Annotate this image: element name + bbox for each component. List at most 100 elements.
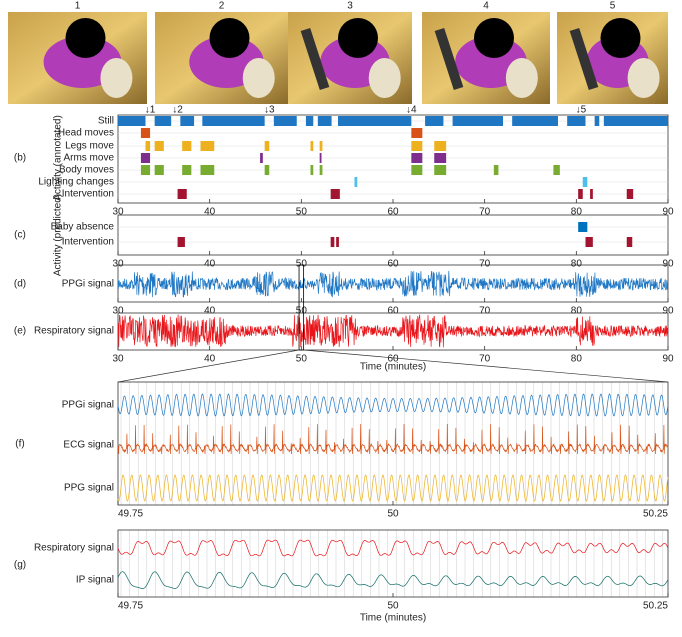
x-tick-label: 80 bbox=[571, 306, 583, 317]
x-tick-label: 50.25 bbox=[643, 601, 668, 612]
activity-bar bbox=[273, 116, 297, 126]
activity-bar bbox=[177, 237, 185, 247]
x-tick-label: 60 bbox=[387, 259, 399, 270]
activity-bar bbox=[411, 128, 423, 138]
ppgi-zoom bbox=[117, 393, 669, 417]
blanket bbox=[100, 58, 133, 98]
color-chart bbox=[434, 27, 464, 91]
activity-bar bbox=[582, 177, 588, 187]
x-tick-label: 49.75 bbox=[118, 509, 143, 520]
x-tick-label: 70 bbox=[479, 207, 491, 218]
x-tick-label: 50 bbox=[296, 354, 308, 365]
signal-label: PPGi signal bbox=[62, 279, 114, 290]
x-tick-label: 70 bbox=[479, 354, 491, 365]
activity-bar bbox=[140, 165, 151, 175]
activity-bar bbox=[626, 237, 633, 247]
activity-bar bbox=[200, 141, 215, 151]
x-tick-label: 40 bbox=[204, 354, 216, 365]
activity-bar bbox=[154, 116, 172, 126]
activity-bar bbox=[305, 116, 314, 126]
row-label: Head moves bbox=[58, 128, 114, 139]
activity-bar bbox=[145, 141, 151, 151]
signal-label: PPGi signal bbox=[62, 400, 114, 411]
x-tick-label: 40 bbox=[204, 306, 216, 317]
activity-bar bbox=[264, 141, 270, 151]
row-label: Body moves bbox=[59, 165, 114, 176]
row-label: Lighting changes bbox=[38, 177, 114, 188]
blanket bbox=[368, 58, 401, 98]
color-chart bbox=[300, 27, 330, 91]
x-tick-label: 49.75 bbox=[118, 601, 143, 612]
x-tick-label: 60 bbox=[387, 306, 399, 317]
activity-bar bbox=[434, 141, 447, 151]
row-label: Intervention bbox=[62, 237, 114, 248]
x-tick-label: 50 bbox=[387, 509, 399, 520]
activity-bar bbox=[330, 189, 340, 199]
panel-label: (b) bbox=[14, 153, 26, 164]
activity-bar bbox=[336, 237, 339, 247]
x-tick-label: 80 bbox=[571, 354, 583, 365]
x-tick-label: 30 bbox=[112, 207, 124, 218]
blanket bbox=[627, 58, 660, 98]
x-tick-label: 40 bbox=[204, 259, 216, 270]
activity-bar bbox=[330, 237, 335, 247]
photo-label: 3 bbox=[347, 1, 353, 12]
face-mask bbox=[600, 18, 641, 58]
activity-bar bbox=[182, 165, 192, 175]
activity-bar bbox=[603, 116, 668, 126]
activity-bar bbox=[567, 116, 586, 126]
ip-zoom bbox=[117, 571, 669, 589]
x-tick-label: 90 bbox=[662, 354, 674, 365]
activity-bar bbox=[493, 165, 499, 175]
activity-bar bbox=[182, 141, 192, 151]
ppg-zoom bbox=[117, 474, 669, 502]
signal-label: ECG signal bbox=[63, 440, 114, 451]
activity-bar bbox=[411, 153, 423, 163]
row-label: Intervention bbox=[62, 189, 114, 200]
x-tick-label: 50 bbox=[387, 601, 399, 612]
activity-bar bbox=[154, 165, 164, 175]
signal-label: PPG signal bbox=[64, 483, 114, 494]
signal-label: Respiratory signal bbox=[34, 326, 114, 337]
row-label: Arms move bbox=[63, 153, 114, 164]
x-tick-label: 50 bbox=[296, 306, 308, 317]
face-mask bbox=[474, 18, 514, 58]
activity-bar bbox=[264, 165, 270, 175]
panel-label: (d) bbox=[14, 279, 26, 290]
x-tick-label: 50.25 bbox=[643, 509, 668, 520]
event-marker: ↓4 bbox=[406, 105, 417, 116]
row-label: Baby absence bbox=[51, 222, 115, 233]
activity-bar bbox=[319, 153, 322, 163]
ecg-zoom bbox=[117, 423, 669, 455]
x-tick-label: 30 bbox=[112, 306, 124, 317]
x-tick-label: 70 bbox=[479, 259, 491, 270]
x-tick-label: 30 bbox=[112, 354, 124, 365]
activity-bar bbox=[594, 116, 600, 126]
ppgi-trace bbox=[117, 270, 669, 298]
blanket bbox=[505, 58, 538, 98]
activity-bar bbox=[578, 222, 588, 232]
y-axis-label: Activity (predicted) bbox=[53, 194, 64, 276]
activity-bar bbox=[260, 153, 263, 163]
x-tick-label: 60 bbox=[387, 207, 399, 218]
row-label: Still bbox=[98, 116, 114, 127]
activity-bar bbox=[590, 189, 593, 199]
x-tick-label: 70 bbox=[479, 306, 491, 317]
x-tick-label: 60 bbox=[387, 354, 399, 365]
x-tick-label: 90 bbox=[662, 207, 674, 218]
face-mask bbox=[338, 18, 378, 58]
signal-label: Respiratory signal bbox=[34, 543, 114, 554]
activity-bar bbox=[177, 189, 187, 199]
activity-bar bbox=[434, 165, 447, 175]
x-tick-label: 50 bbox=[296, 259, 308, 270]
activity-bar bbox=[319, 141, 323, 151]
event-marker: ↓5 bbox=[576, 105, 587, 116]
activity-bar bbox=[140, 153, 151, 163]
activity-bar bbox=[202, 116, 265, 126]
photo-label: 2 bbox=[219, 1, 225, 12]
resp-trace bbox=[117, 314, 669, 348]
activity-bar bbox=[310, 141, 314, 151]
x-tick-label: 80 bbox=[571, 207, 583, 218]
event-marker: ↓1 bbox=[145, 105, 156, 116]
